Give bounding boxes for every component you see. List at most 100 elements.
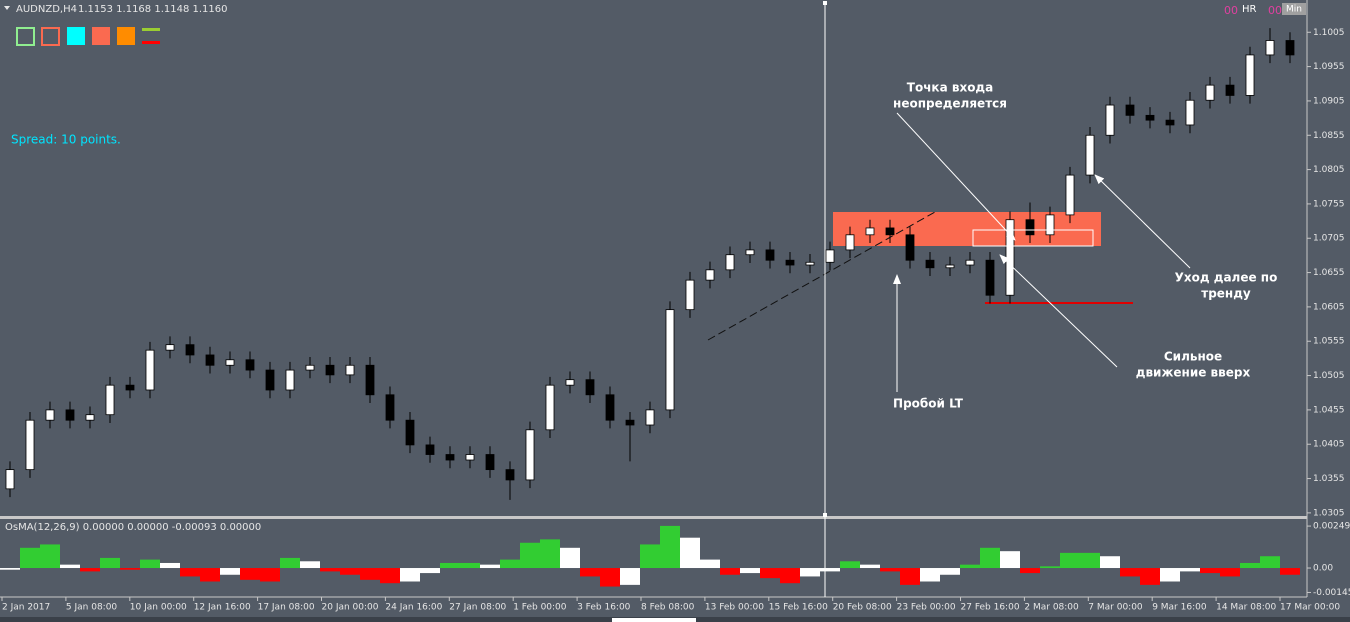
candle-body	[205, 354, 215, 366]
osma-bar	[360, 568, 380, 580]
y-tick-label: 1.0955	[1313, 62, 1345, 72]
x-tick-label: 17 Mar 00:00	[1280, 603, 1340, 613]
osma-bar	[20, 547, 40, 569]
color-box[interactable]	[67, 27, 85, 45]
candle-body	[605, 394, 615, 421]
y-tick-label: 1.0905	[1313, 96, 1345, 106]
osma-bar	[660, 525, 680, 569]
y-tick-label: 1.0555	[1313, 337, 1345, 347]
x-tick-label: 24 Jan 16:00	[385, 603, 442, 613]
color-box[interactable]	[117, 27, 135, 45]
osma-bar	[520, 542, 540, 569]
osma-bar	[540, 539, 560, 569]
osma-bar	[680, 537, 700, 569]
y-tick-label: 1.0505	[1313, 371, 1345, 381]
osma-bar	[920, 568, 940, 582]
candle-body	[625, 419, 635, 426]
candle-body	[1045, 214, 1055, 236]
candle-body	[365, 364, 375, 396]
candle-body	[645, 409, 655, 426]
osma-bar	[840, 561, 860, 569]
annotation: Точка входа	[907, 81, 993, 95]
osma-bar	[180, 568, 200, 577]
osma-bar	[40, 544, 60, 569]
marker: 00	[1268, 4, 1282, 17]
candle-body	[745, 249, 755, 256]
entry-box	[972, 229, 1094, 247]
annotation: Уход далее по	[1175, 271, 1278, 285]
candle-body	[225, 359, 235, 366]
osma-bar	[780, 568, 800, 584]
candle-body	[305, 364, 315, 371]
candle-body	[725, 254, 735, 271]
osma-bar	[480, 564, 500, 569]
osma-bar	[240, 568, 260, 580]
color-box[interactable]	[16, 27, 35, 46]
candle-body	[165, 344, 175, 351]
color-box[interactable]	[41, 27, 60, 46]
osma-bar	[1200, 568, 1220, 574]
osma-bar	[380, 568, 400, 584]
candle-body	[1085, 134, 1095, 176]
osma-bar	[1120, 568, 1140, 577]
candle-body	[885, 227, 895, 236]
candle-body	[465, 454, 475, 461]
tab[interactable]	[612, 618, 696, 622]
candle-body	[385, 394, 395, 421]
color-box[interactable]	[92, 27, 110, 45]
min-label[interactable]: Min	[1286, 5, 1302, 15]
candle-body	[105, 384, 115, 416]
x-tick-label: 27 Feb 16:00	[961, 603, 1020, 613]
y-tick-label: 1.0705	[1313, 234, 1345, 244]
candle-body	[705, 269, 715, 281]
osma-bar	[220, 568, 240, 575]
osma-bar	[980, 547, 1000, 569]
candle-body	[825, 249, 835, 263]
osma-bar	[1100, 556, 1120, 569]
pane-separator	[0, 516, 1307, 519]
candle-body	[285, 369, 295, 391]
color-line[interactable]	[142, 28, 160, 31]
annotation: Сильное	[1164, 350, 1222, 364]
osma-bar	[720, 568, 740, 575]
candle-body	[1265, 40, 1275, 56]
x-tick-label: 23 Feb 00:00	[897, 603, 956, 613]
min-button[interactable]	[1282, 3, 1306, 15]
quote: 1.1153 1.1168 1.1148 1.1160	[78, 4, 228, 15]
candle-body	[25, 419, 35, 471]
color-line[interactable]	[142, 41, 160, 44]
cursor-handle[interactable]	[823, 513, 827, 517]
candle-body	[785, 259, 795, 266]
menu-triangle[interactable]	[4, 6, 10, 10]
x-tick-label: 3 Feb 16:00	[577, 603, 631, 613]
osma-bar	[320, 568, 340, 572]
candle-body	[1025, 219, 1035, 236]
y-tick-label: 1.0855	[1313, 131, 1345, 141]
arrow	[1094, 174, 1191, 269]
osma-bar	[740, 568, 760, 574]
x-tick-label: 20 Feb 08:00	[833, 603, 892, 613]
annotation: тренду	[1201, 287, 1251, 301]
candle-body	[505, 469, 515, 481]
osma-bar	[1000, 551, 1020, 569]
osma-bar	[0, 568, 20, 570]
annotation: неопределяется	[893, 97, 1007, 111]
candle-body	[125, 384, 135, 391]
marker: 00	[1224, 4, 1238, 17]
osma-bar	[300, 561, 320, 569]
osma-bar	[500, 559, 520, 569]
x-tick-label: 14 Mar 08:00	[1216, 603, 1276, 613]
hr-label: HR	[1242, 4, 1257, 15]
zone	[833, 212, 1101, 246]
candle-body	[85, 414, 95, 421]
y-tick-label: 1.0455	[1313, 405, 1345, 415]
y-tick-label: 0.00249	[1313, 522, 1350, 532]
candle-body	[685, 279, 695, 311]
cursor-handle[interactable]	[823, 1, 827, 5]
osma-bar	[820, 568, 840, 572]
candle-body	[845, 234, 855, 251]
candle-body	[565, 379, 575, 386]
osma-bar	[560, 547, 580, 569]
osma-bar	[640, 544, 660, 569]
